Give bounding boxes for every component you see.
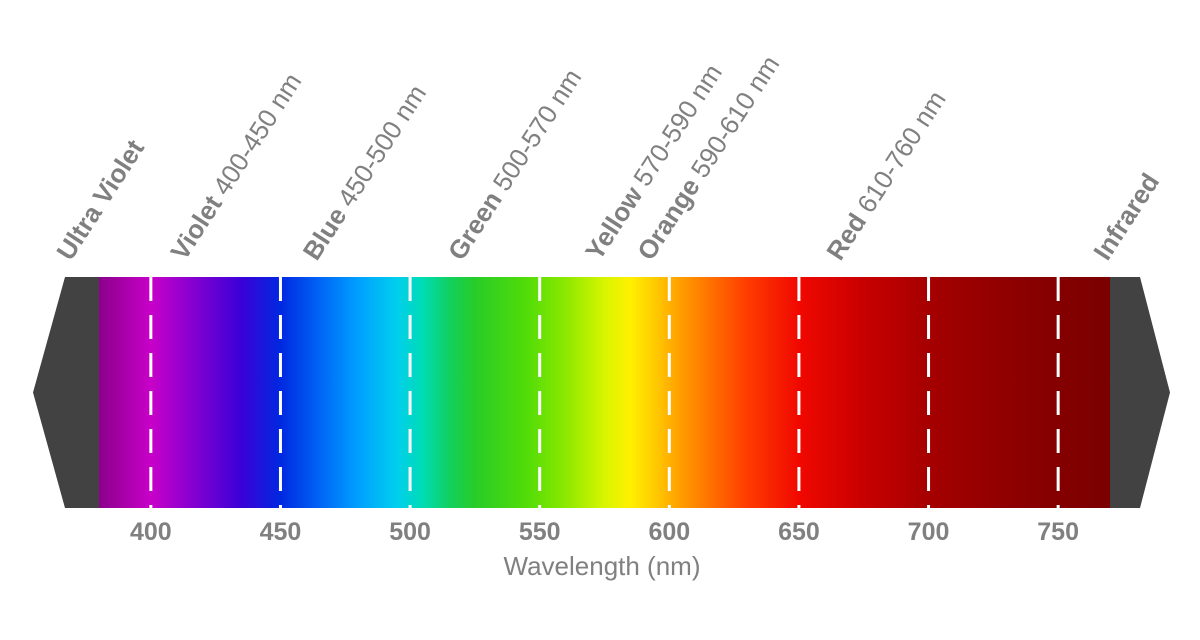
tick-label-600: 600 bbox=[648, 518, 690, 546]
tick-label-500: 500 bbox=[389, 518, 431, 546]
band-label-red: Red 610-760 nm bbox=[820, 85, 951, 265]
tick-label-750: 750 bbox=[1037, 518, 1079, 546]
tick-label-400: 400 bbox=[130, 518, 172, 546]
band-label-green: Green 500-570 nm bbox=[442, 63, 588, 265]
band-label-violet: Violet 400-450 nm bbox=[164, 68, 307, 266]
tick-label-550: 550 bbox=[519, 518, 561, 546]
band-label-ultra-violet: Ultra Violet bbox=[50, 134, 150, 265]
spectrum-bar bbox=[99, 277, 1110, 508]
uv-end-cap bbox=[33, 277, 99, 508]
tick-label-700: 700 bbox=[908, 518, 950, 546]
axis-tick-labels: 400 450 500 550 600 650 700 750 bbox=[130, 518, 1079, 546]
axis-title-wavelength: Wavelength (nm) bbox=[504, 551, 701, 581]
infrared-end-cap bbox=[1110, 277, 1170, 508]
band-label-blue: Blue 450-500 nm bbox=[297, 79, 432, 265]
tick-label-450: 450 bbox=[260, 518, 302, 546]
wavelength-gridlines bbox=[149, 277, 1060, 508]
band-label-infrared: Infrared bbox=[1087, 168, 1165, 266]
end-caps bbox=[33, 277, 1170, 508]
tick-label-650: 650 bbox=[778, 518, 820, 546]
